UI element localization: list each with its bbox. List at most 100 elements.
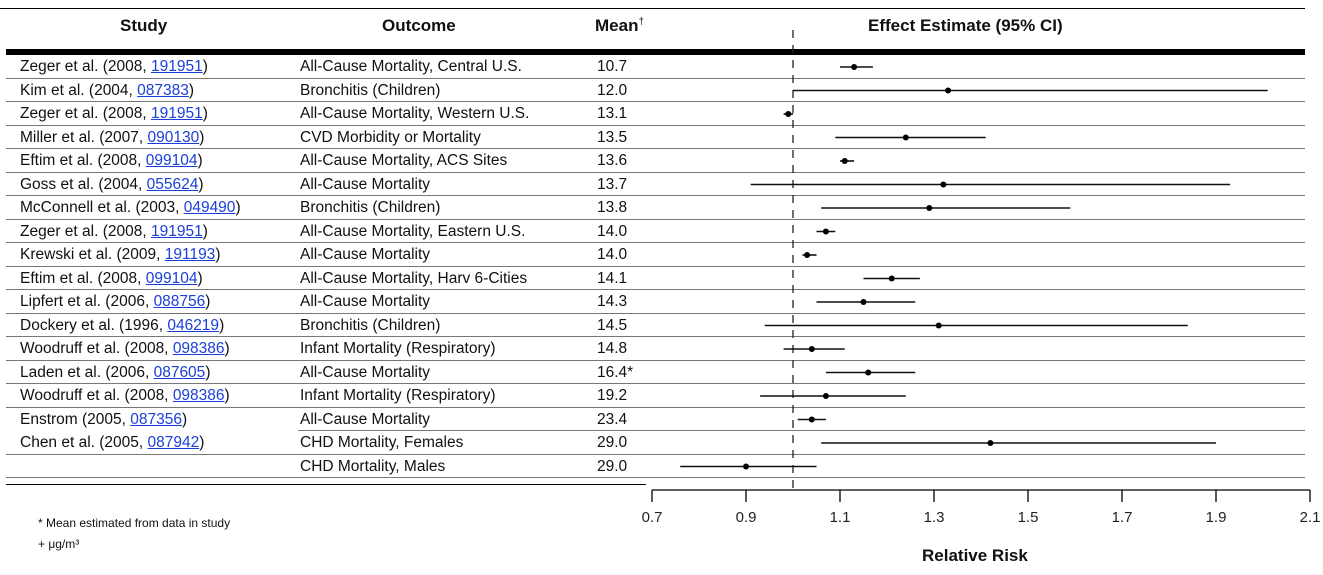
x-tick-label: 1.3: [924, 509, 945, 526]
study-label: Dockery et al. (1996,: [20, 316, 168, 334]
header-mean: Mean†: [595, 16, 644, 36]
x-tick-label: 1.1: [830, 509, 851, 526]
study-reference-link[interactable]: 098386: [172, 340, 225, 357]
mean-cell: 14.0: [597, 222, 628, 240]
study-label-suffix: ): [219, 316, 225, 334]
study-label: Zeger et al. (2008,: [20, 222, 151, 240]
point-estimate: [935, 322, 942, 329]
footnote-plus: + μg/m³: [38, 537, 80, 551]
outcome-cell: All-Cause Mortality: [300, 175, 431, 193]
x-tick-label: 1.5: [1018, 509, 1039, 526]
row-divider: [6, 101, 1305, 102]
mean-cell: 14.3: [597, 293, 628, 310]
study-reference-link[interactable]: 087605: [153, 363, 206, 381]
study-cell: Eftim et al. (2008, 099104): [20, 269, 203, 289]
row-divider: [6, 359, 1305, 361]
study-label-suffix: ): [224, 387, 230, 404]
point-estimate: [808, 346, 815, 352]
row-divider: [6, 218, 1305, 220]
mean-cell: 13.5: [597, 128, 628, 146]
study-reference-link[interactable]: 046219: [167, 316, 220, 334]
study-reference-link[interactable]: 099104: [145, 152, 198, 169]
mean-cell: 13.1: [597, 105, 628, 122]
row-divider: [6, 453, 1305, 455]
point-estimate: [822, 393, 829, 399]
point-estimate: [926, 205, 933, 211]
point-estimate: [851, 64, 858, 70]
study-cell: Dockery et al. (1996, 046219): [20, 316, 224, 336]
mean-cell: 29.0: [597, 434, 628, 451]
study-label: Goss et al. (2004,: [20, 175, 147, 193]
header-mean-mark: †: [638, 16, 645, 28]
point-estimate: [808, 416, 815, 423]
study-label: Zeger et al. (2008,: [20, 58, 151, 75]
mean-cell: 12.0: [597, 81, 628, 99]
x-tick-label: 1.9: [1206, 509, 1227, 526]
point-estimate: [865, 369, 872, 376]
study-reference-link[interactable]: 049490: [183, 199, 236, 216]
study-cell: Krewski et al. (2009, 191193): [20, 245, 220, 265]
study-cell: Woodruff et al. (2008, 098386): [20, 339, 230, 359]
study-reference-link[interactable]: 087942: [147, 434, 200, 451]
study-label: Lipfert et al. (2006,: [20, 293, 154, 310]
header-effect-estimate: Effect Estimate (95% CI): [868, 16, 1063, 35]
study-reference-link[interactable]: 191951: [150, 222, 203, 240]
point-estimate: [987, 440, 994, 446]
study-label-suffix: ): [235, 199, 241, 216]
outcome-cell: CHD Mortality, Males: [300, 457, 446, 475]
study-cell: Lipfert et al. (2006, 088756): [20, 292, 210, 312]
study-cell: Chen et al. (2005, 087942): [20, 433, 204, 453]
outcome-cell: Bronchitis (Children): [300, 81, 441, 99]
study-cell: Miller et al. (2007, 090130): [20, 128, 204, 148]
footnote-asterisk: * Mean estimated from data in study: [38, 516, 231, 530]
study-reference-link[interactable]: 191951: [150, 105, 203, 122]
outcome-cell: All-Cause Mortality, Western U.S.: [300, 105, 530, 122]
study-label-suffix: ): [198, 175, 204, 193]
study-label-suffix: ): [202, 222, 208, 240]
study-cell: Kim et al. (2004, 087383): [20, 81, 194, 101]
study-reference-link[interactable]: 090130: [147, 128, 200, 146]
row-divider: [6, 383, 1305, 384]
header-outcome: Outcome: [382, 16, 456, 35]
row-divider: [6, 336, 1305, 337]
x-tick-label: 0.7: [642, 509, 663, 526]
mean-cell: 14.5: [597, 316, 628, 334]
row-divider: [6, 195, 1305, 196]
mean-cell: 23.4: [597, 410, 628, 428]
study-label: Woodruff et al. (2008,: [20, 387, 173, 404]
outcome-cell: All-Cause Mortality: [300, 363, 431, 381]
study-reference-link[interactable]: 088756: [153, 293, 206, 310]
point-estimate: [940, 181, 947, 188]
study-cell: Zeger et al. (2008, 191951): [20, 222, 208, 242]
row-divider: [6, 289, 1305, 290]
study-cell: Eftim et al. (2008, 099104): [20, 151, 203, 171]
study-label: Eftim et al. (2008,: [20, 269, 146, 287]
study-label-suffix: ): [199, 434, 205, 451]
study-cell: Enstrom (2005, 087356): [20, 410, 187, 430]
row-divider: [6, 406, 1305, 408]
study-reference-link[interactable]: 087356: [130, 410, 183, 428]
study-label-suffix: ): [197, 269, 203, 287]
row-divider: [6, 124, 1305, 126]
point-estimate: [841, 158, 848, 164]
outcome-cell: Bronchitis (Children): [300, 199, 441, 216]
study-label-suffix: ): [202, 58, 208, 75]
study-reference-link[interactable]: 098386: [172, 387, 225, 404]
point-estimate: [785, 111, 792, 117]
study-reference-link[interactable]: 055624: [146, 175, 199, 193]
study-label: Zeger et al. (2008,: [20, 105, 151, 122]
outcome-cell: All-Cause Mortality, Harv 6-Cities: [300, 269, 528, 287]
point-estimate: [804, 252, 811, 258]
study-cell: McConnell et al. (2003, 049490): [20, 198, 241, 218]
outcome-cell: All-Cause Mortality, Eastern U.S.: [300, 222, 526, 240]
mean-cell: 19.2: [597, 387, 628, 404]
study-cell: Zeger et al. (2008, 191951): [20, 104, 208, 124]
outcome-cell: All-Cause Mortality: [300, 246, 431, 263]
study-reference-link[interactable]: 087383: [137, 81, 189, 99]
study-reference-link[interactable]: 099104: [145, 269, 198, 287]
header-rule: [6, 49, 1305, 55]
mean-cell: 29.0: [597, 457, 628, 475]
study-reference-link[interactable]: 191951: [150, 58, 203, 75]
study-reference-link[interactable]: 191193: [164, 246, 216, 263]
